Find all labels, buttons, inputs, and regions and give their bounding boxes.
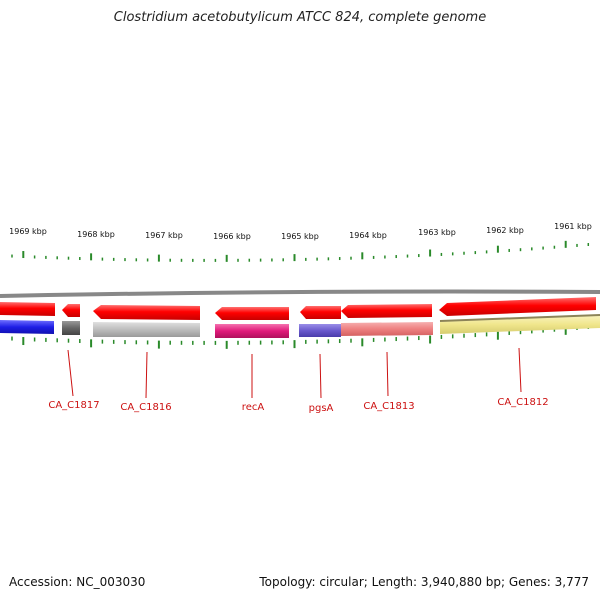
kbp-label: 1968 kbp [77, 230, 115, 239]
map-title: Clostridium acetobutylicum ATCC 824, com… [113, 10, 487, 25]
kbp-label: 1967 kbp [145, 231, 183, 240]
cog-segment [215, 324, 289, 338]
forward-strand [0, 297, 596, 320]
kbp-label: 1965 kbp [281, 232, 319, 241]
kbp-label: 1964 kbp [349, 231, 387, 240]
kbp-label: 1962 kbp [486, 226, 524, 235]
cog-segment [299, 324, 341, 337]
cog-segment [93, 322, 200, 337]
label-connector [386, 351, 389, 397]
gene-arrow [341, 304, 432, 318]
gene-label-CA_C1813: CA_C1813 [363, 401, 414, 412]
kbp-label: 1966 kbp [213, 232, 251, 241]
gene-label-CA_C1817: CA_C1817 [48, 400, 99, 411]
kbp-scale: 1969 kbp 1968 kbp 1967 kbp 1966 kbp 1965… [9, 222, 592, 241]
gene-label-recA: recA [242, 402, 265, 413]
label-connector [319, 353, 322, 399]
kbp-label: 1963 kbp [418, 228, 456, 237]
gene-label-CA_C1816: CA_C1816 [120, 402, 171, 413]
genome-summary-text: Topology: circular; Length: 3,940,880 bp… [259, 575, 589, 589]
cog-segment [341, 322, 433, 336]
genome-backbone [0, 289, 600, 298]
cog-segment [0, 320, 54, 334]
gene-label-CA_C1812: CA_C1812 [497, 397, 548, 408]
label-connector [145, 351, 148, 399]
gene-arrow [93, 305, 200, 320]
cog-segment [62, 321, 80, 335]
kbp-label: 1969 kbp [9, 227, 47, 236]
kbp-label: 1961 kbp [554, 222, 592, 231]
backbone-inner-edge [439, 314, 600, 322]
label-connector [67, 349, 74, 397]
label-connector [518, 347, 522, 393]
gene-label-pgsA: pgsA [309, 403, 334, 414]
gene-arrow [439, 297, 596, 316]
gene-arrow [62, 304, 80, 317]
gene-arrow [300, 306, 341, 319]
gene-arrow [215, 307, 289, 320]
gene-arrow [0, 302, 55, 316]
tick-marks-outer [11, 240, 590, 262]
cog-track [0, 314, 600, 338]
gene-labels: CA_C1817 CA_C1816 recA pgsA CA_C1813 CA_… [48, 347, 549, 414]
accession-text: Accession: NC_003030 [9, 575, 146, 589]
